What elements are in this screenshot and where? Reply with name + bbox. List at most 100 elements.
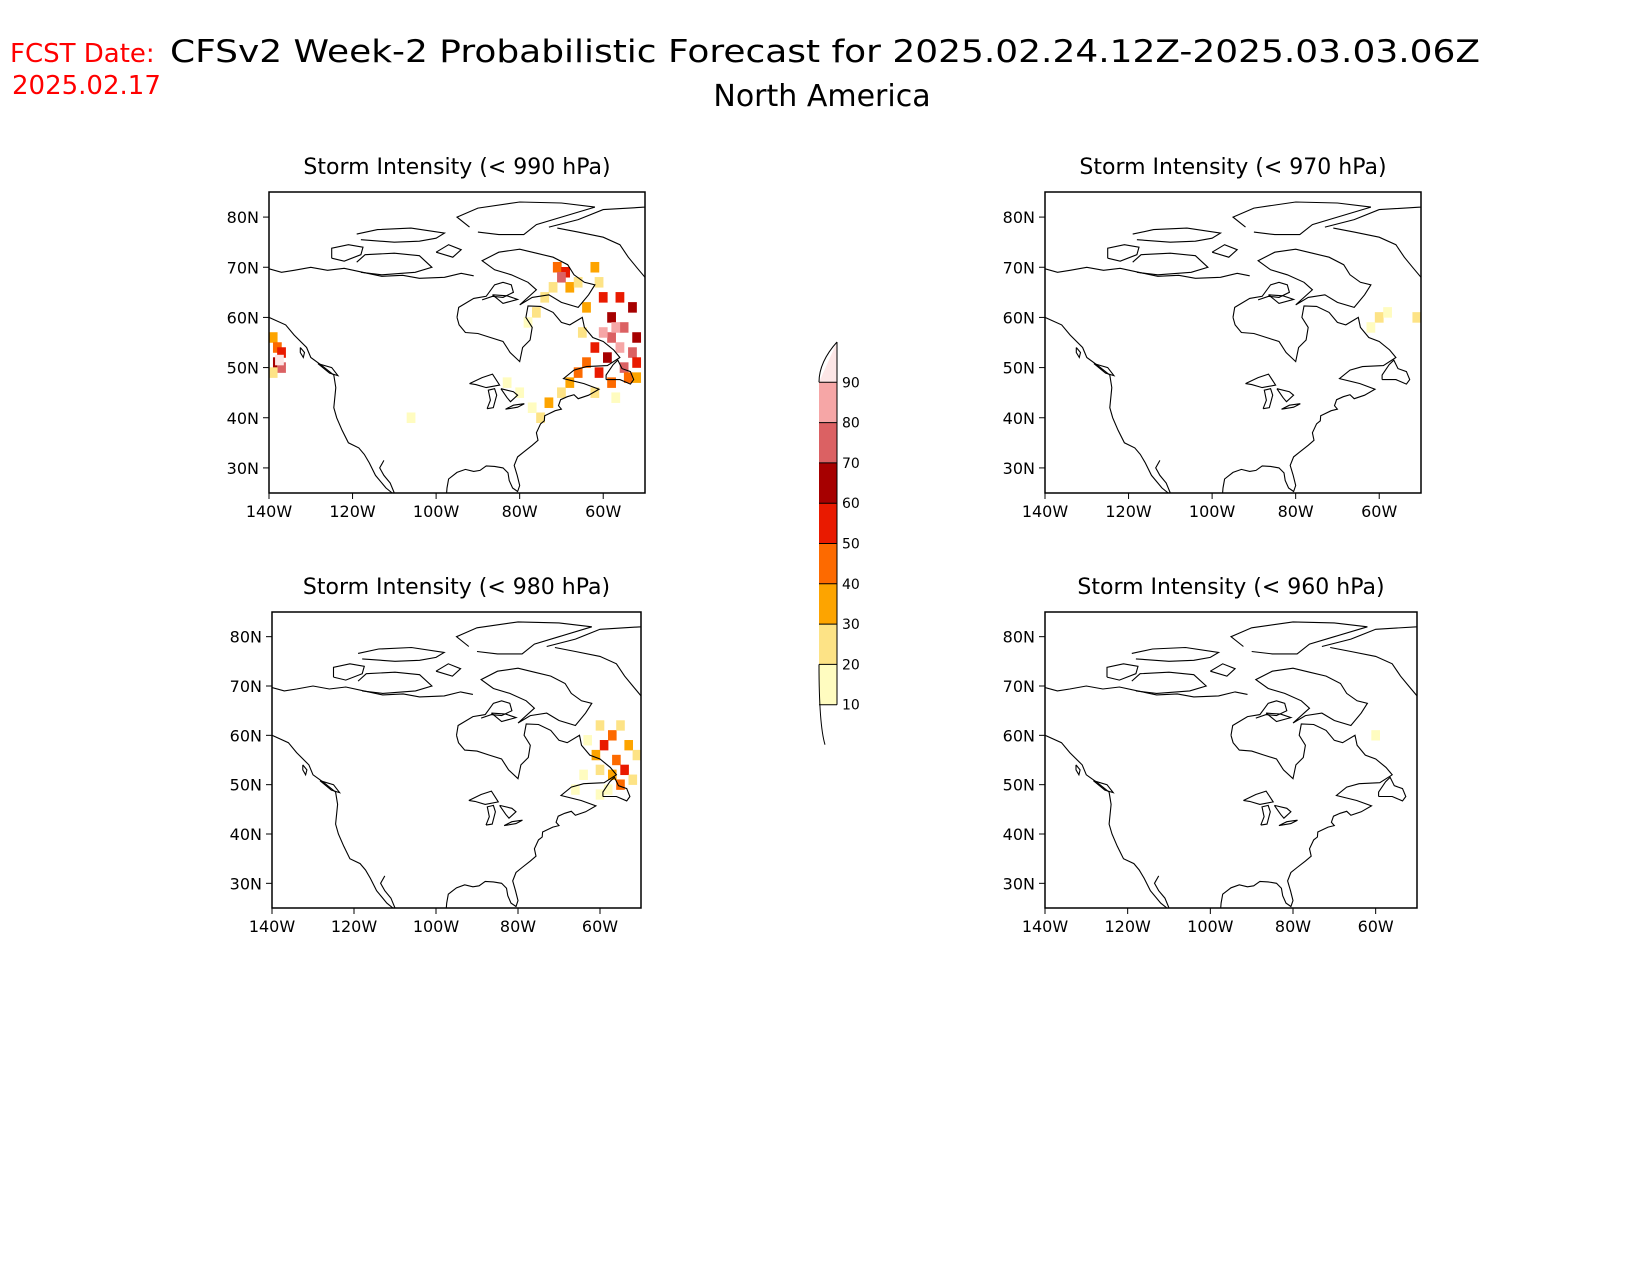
lat-tick-label: 40N <box>1003 409 1035 428</box>
lat-tick-label: 80N <box>1003 628 1035 647</box>
coastline-greenland_w <box>1330 646 1417 697</box>
lat-tick-label: 50N <box>227 359 259 378</box>
coastline-victoria <box>1131 671 1208 694</box>
coastline-hudson_west <box>456 281 515 318</box>
coastline-hudson <box>446 305 621 493</box>
colorbar-label: 10 <box>842 698 860 714</box>
coastline-greenland <box>546 623 641 648</box>
lon-tick-label: 120W <box>331 917 378 936</box>
coastline-hudson <box>445 723 618 908</box>
probability-cell <box>565 282 575 293</box>
probability-cell <box>269 367 278 378</box>
probability-cell <box>523 317 533 328</box>
coastline-michigan <box>486 388 498 410</box>
lat-tick-label: 50N <box>1003 359 1035 378</box>
coastline-gulf_baja <box>379 460 395 493</box>
coastline-ellesmere <box>455 621 592 655</box>
probability-cell <box>277 362 286 373</box>
probability-cell <box>615 342 625 353</box>
panel-title: Storm Intensity (< 980 hPa) <box>303 575 610 600</box>
coastlines <box>269 201 645 493</box>
probability-cell <box>527 402 537 413</box>
lon-tick-label: 100W <box>413 502 460 521</box>
probability-cell <box>598 292 608 303</box>
coastline-westcoast <box>272 734 394 908</box>
lat-tick-label: 60N <box>1003 308 1035 327</box>
coastline-michigan <box>1262 388 1274 410</box>
coastlines <box>1045 201 1421 493</box>
probability-cell <box>582 357 591 368</box>
probability-cell <box>591 749 601 761</box>
probability-cell <box>628 347 637 358</box>
coastline-newfoundland <box>602 776 631 802</box>
probability-cell <box>1366 322 1376 333</box>
probability-cell <box>515 387 525 398</box>
probability-cell <box>594 367 604 378</box>
coastline-greenland <box>1321 623 1417 648</box>
coastline-banks <box>1106 663 1139 681</box>
colorbar-swatch <box>819 462 837 504</box>
colorbar-swatch <box>819 342 837 383</box>
probability-cell <box>594 277 604 288</box>
lon-tick-label: 120W <box>329 502 376 521</box>
probability-cell <box>607 730 617 741</box>
coastline-erie <box>1281 403 1301 410</box>
coastline-baffin <box>481 248 596 309</box>
coastline-alaska_north <box>1045 266 1250 279</box>
colorbar-swatch <box>819 664 837 705</box>
probability-cell <box>632 357 642 368</box>
probability-cell <box>612 754 621 766</box>
lat-tick-label: 30N <box>1003 459 1035 478</box>
probability-cell <box>557 387 566 398</box>
probability-cell <box>623 372 633 383</box>
lat-tick-label: 50N <box>230 776 262 795</box>
probability-cell <box>603 784 613 795</box>
lon-tick-label: 100W <box>1187 917 1234 936</box>
lat-tick-label: 70N <box>1003 677 1035 696</box>
lat-tick-label: 40N <box>230 825 262 844</box>
probability-cell <box>611 392 621 403</box>
probability-cell <box>632 332 642 343</box>
coastline-greenland_w <box>557 227 645 278</box>
probability-cell <box>552 261 562 273</box>
probability-cell <box>607 332 616 343</box>
probability-cell <box>628 302 637 313</box>
coastline-westcoast <box>269 316 393 493</box>
lat-tick-label: 60N <box>227 308 259 327</box>
coastline-ellesmere <box>1231 201 1372 236</box>
lat-tick-label: 70N <box>227 258 259 277</box>
coastline-huron <box>1273 804 1292 819</box>
lat-tick-label: 30N <box>230 874 262 893</box>
probability-cell <box>544 397 554 408</box>
lon-tick-label: 60W <box>1358 917 1394 936</box>
colorbar-label: 90 <box>842 375 860 391</box>
panel-title: Storm Intensity (< 960 hPa) <box>1077 575 1384 600</box>
coastline-hudson_west <box>1230 700 1288 736</box>
coastlines <box>1045 621 1417 908</box>
coastline-vancouver <box>1093 780 1115 794</box>
probability-shading <box>1366 307 1421 333</box>
colorbar-label: 20 <box>842 657 860 673</box>
colorbar-swatch <box>819 624 837 665</box>
probability-shading <box>1371 730 1381 741</box>
coastline-haida <box>299 347 306 359</box>
panel-title: Storm Intensity (< 970 hPa) <box>1079 155 1386 180</box>
colorbar-outline <box>818 341 838 745</box>
coastline-southampton <box>1265 712 1293 723</box>
coastline-parry <box>1131 646 1221 662</box>
coastline-parry <box>357 646 446 662</box>
probability-cell <box>632 749 641 761</box>
coastline-michigan <box>1260 804 1271 826</box>
coastline-vancouver <box>1093 363 1116 377</box>
coastline-michigan <box>485 804 496 826</box>
colorbar-swatch <box>819 583 837 625</box>
panel-title: Storm Intensity (< 990 hPa) <box>303 155 610 180</box>
coastline-southampton <box>491 712 518 723</box>
probability-cell <box>406 412 416 424</box>
probability-cell <box>1374 312 1384 323</box>
coastline-haida <box>302 764 308 777</box>
coastline-parry <box>356 227 447 243</box>
colorbar-label: 60 <box>842 496 860 512</box>
coastline-baffin <box>1254 667 1369 727</box>
map-panel-960: Storm Intensity (< 960 hPa) 80N 70N 60N 50N 4… <box>1003 575 1418 936</box>
